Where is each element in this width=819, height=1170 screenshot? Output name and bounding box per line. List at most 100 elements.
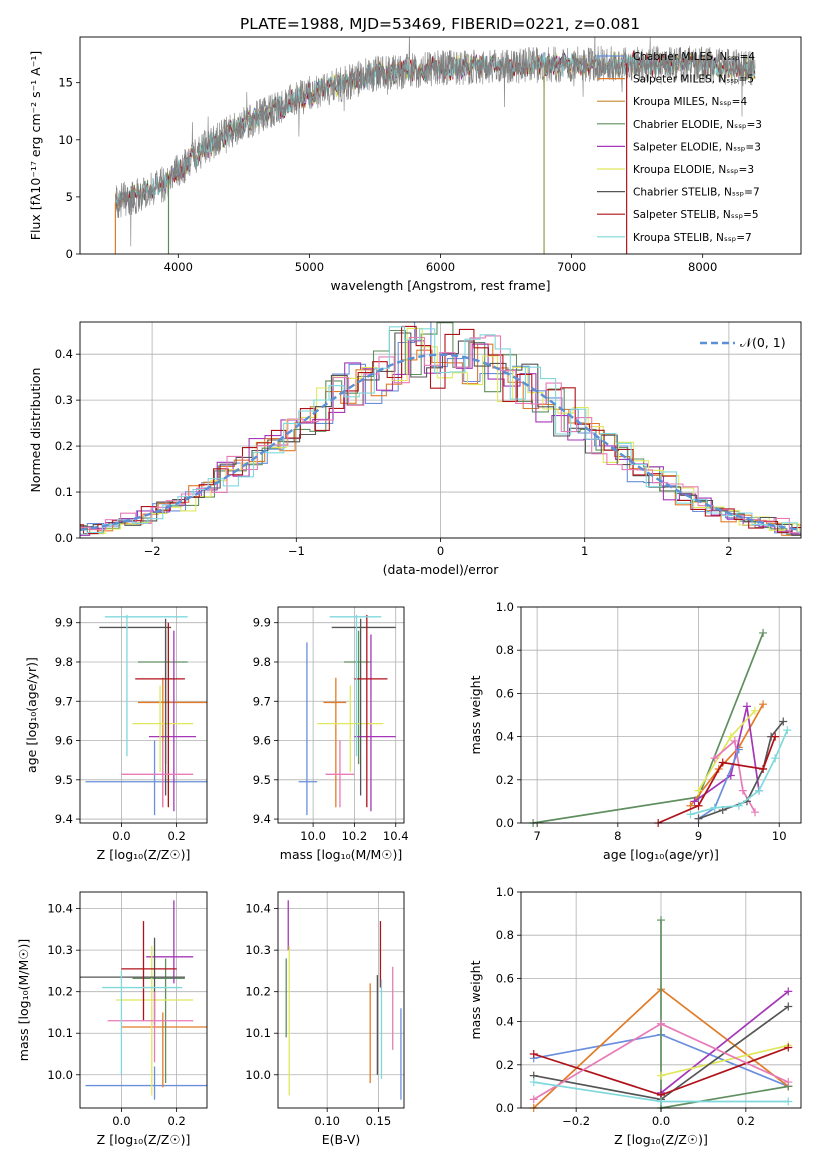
y-tick-label: 10.3 — [47, 943, 73, 957]
legend-label: Salpeter ELODIE, Nₛₛₚ=3 — [633, 141, 761, 153]
histogram-step — [80, 325, 801, 535]
x-axis-label: Z [log₁₀(Z/Z☉)] — [97, 847, 191, 862]
y-axis-label: mass weight — [468, 960, 483, 1039]
y-tick-label: 0.6 — [496, 971, 514, 985]
y-tick-label: 10.4 — [47, 902, 73, 916]
y-tick-label: 1.0 — [496, 600, 514, 614]
legend-label: Kroupa ELODIE, Nₛₛₚ=3 — [633, 164, 754, 176]
y-tick-label: 0.2 — [496, 773, 514, 787]
data-point — [771, 732, 780, 741]
data-point — [686, 810, 695, 819]
data-point — [751, 808, 760, 817]
legend-label: Chabrier STELIB, Nₛₛₚ=7 — [633, 187, 760, 199]
x-tick-label: 0.0 — [112, 1114, 130, 1128]
y-tick-label: 10.2 — [245, 985, 271, 999]
histogram-plot — [80, 322, 801, 536]
y-tick-label: 10 — [58, 133, 73, 147]
x-tick-label: 0.10 — [314, 1114, 340, 1128]
legend-label: 𝒩(0, 1) — [740, 335, 786, 350]
y-tick-label: 10.0 — [47, 1068, 73, 1082]
y-tick-label: 9.7 — [253, 694, 271, 708]
errorbar-plot — [285, 900, 402, 1100]
x-axis-label: mass [log₁₀(M/M☉)] — [280, 847, 402, 862]
axes-frame — [520, 606, 802, 824]
data-point — [657, 1071, 665, 1080]
x-tick-label: 1 — [581, 544, 588, 558]
x-tick-label: 0.0 — [112, 829, 130, 843]
data-point — [657, 916, 665, 925]
data-point — [779, 717, 788, 726]
legend-label: Kroupa MILES, Nₛₛₚ=4 — [633, 96, 747, 108]
x-tick-label: −1 — [288, 544, 305, 558]
data-point — [529, 1095, 538, 1104]
data-point — [759, 700, 768, 709]
x-tick-label: 10 — [772, 829, 787, 843]
data-point — [734, 745, 743, 754]
series-line — [694, 706, 760, 803]
histogram-step — [80, 332, 801, 536]
x-tick-label: 0.15 — [366, 1114, 392, 1128]
histogram-step — [80, 322, 801, 535]
y-tick-label: 9.6 — [55, 734, 73, 748]
x-axis-label: age [log₁₀(age/yr)] — [603, 847, 719, 862]
y-tick-label: 0.0 — [55, 531, 73, 545]
x-tick-label: 10.4 — [383, 829, 409, 843]
legend-label: Chabrier MILES, Nₛₛₚ=4 — [633, 51, 755, 63]
y-tick-label: 0.8 — [496, 928, 514, 942]
y-tick-label: 10.4 — [245, 902, 271, 916]
axes-frame — [277, 891, 405, 1109]
x-tick-label: 6000 — [426, 260, 455, 274]
x-tick-label: 0.2 — [167, 829, 185, 843]
legend-label: Salpeter STELIB, Nₛₛₚ=5 — [633, 209, 759, 221]
y-tick-label: 9.9 — [253, 616, 271, 630]
x-tick-label: 0.2 — [737, 1114, 755, 1128]
y-tick-label: 0.4 — [496, 730, 514, 744]
series-line — [660, 1044, 789, 1077]
data-point — [783, 726, 792, 735]
y-axis-label: age [log₁₀(age/yr)] — [24, 657, 39, 773]
y-tick-label: 0.0 — [496, 816, 514, 830]
data-point — [718, 758, 727, 767]
legend-label: Salpeter MILES, Nₛₛₚ=5 — [633, 74, 754, 86]
data-point — [784, 1002, 793, 1011]
x-tick-label: 5000 — [295, 260, 324, 274]
data-point — [784, 987, 793, 996]
y-tick-label: 9.4 — [55, 812, 73, 826]
data-point — [657, 1019, 665, 1028]
y-tick-label: 10.0 — [245, 1068, 271, 1082]
y-axis-label: Flux [fλ10⁻¹⁷ erg cm⁻² s⁻¹ A⁻¹] — [28, 51, 43, 240]
y-tick-label: 0.0 — [496, 1101, 514, 1115]
x-tick-label: 0.0 — [652, 1114, 670, 1128]
line-plot — [529, 916, 793, 1112]
y-tick-label: 0.2 — [55, 439, 73, 453]
y-tick-label: 9.8 — [253, 655, 271, 669]
data-point — [784, 1097, 793, 1106]
data-point — [751, 706, 760, 715]
data-point — [759, 628, 768, 637]
y-axis-label: Normed distribution — [28, 368, 43, 493]
x-tick-label: 0 — [437, 544, 444, 558]
x-tick-label: 8000 — [688, 260, 717, 274]
y-tick-label: 0.4 — [496, 1015, 514, 1029]
line-plot — [529, 628, 792, 827]
data-point — [529, 1050, 538, 1058]
histogram-step — [80, 340, 801, 536]
x-axis-label: Z [log₁₀(Z/Z☉)] — [97, 1132, 191, 1147]
gaussian-curve — [80, 353, 801, 532]
data-point — [529, 1078, 538, 1087]
x-tick-label: 8 — [614, 829, 621, 843]
series-line — [660, 920, 789, 1110]
y-tick-label: 9.8 — [55, 655, 73, 669]
x-tick-label: 10.2 — [342, 829, 368, 843]
y-tick-label: 9.4 — [253, 812, 271, 826]
errorbar-plot — [298, 614, 396, 816]
x-tick-label: 2 — [725, 544, 732, 558]
y-tick-label: 9.9 — [55, 616, 73, 630]
observed-spectrum-line — [115, 37, 756, 247]
y-tick-label: 0.2 — [496, 1058, 514, 1072]
y-axis-label: mass weight — [468, 675, 483, 754]
y-tick-label: 10.1 — [47, 1026, 73, 1040]
axes-frame — [79, 606, 208, 824]
data-point — [784, 1078, 793, 1087]
series-line — [690, 729, 789, 816]
